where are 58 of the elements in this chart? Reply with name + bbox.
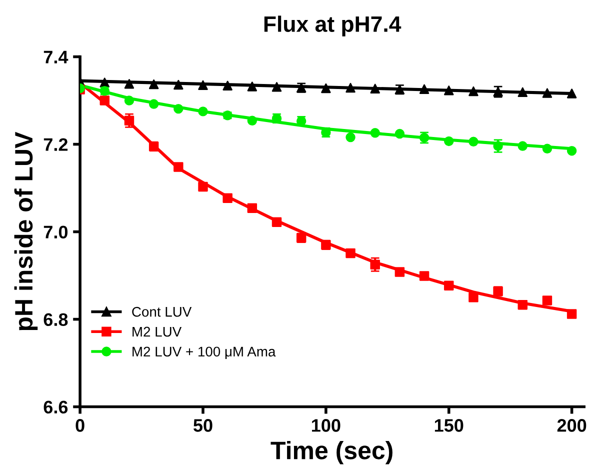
point [566,146,577,156]
chart-title: Flux at pH7.4 [264,16,402,36]
point [468,86,478,96]
point [124,79,134,89]
x-tick-label: 150 [434,419,464,432]
point [468,292,478,302]
legend-label: M2 LUV [132,326,182,337]
point [247,82,258,92]
point [542,296,552,306]
point [518,141,528,151]
legend-label: Cont LUV [132,306,192,317]
point [370,128,380,138]
point [198,80,208,90]
point [444,280,454,290]
point [148,79,159,90]
point [468,136,478,146]
point [444,86,454,96]
point [321,83,331,94]
x-tick-label: 100 [312,419,340,432]
point [566,309,577,319]
y-tick-label: 7.2 [44,138,68,151]
point [444,136,454,146]
point [370,84,380,94]
point [198,182,208,192]
point [542,88,552,98]
point [247,203,258,214]
point [542,144,552,154]
point [174,162,184,172]
point [419,84,430,94]
x-axis-title: Time (sec) [270,440,392,464]
point [394,267,405,277]
point [247,116,258,126]
x-tick-label: 200 [557,419,586,432]
point [272,217,282,228]
y-tick-label: 7.0 [44,226,68,238]
y-tick-label: 6.8 [44,313,68,326]
point [346,132,356,142]
point [174,104,184,114]
point [148,99,159,109]
x-tick-label: 0 [76,419,84,432]
point [518,87,528,98]
point [394,128,405,139]
y-tick-label: 7.4 [44,50,68,64]
point [346,82,356,93]
point [346,248,356,258]
point [222,80,232,90]
point [518,300,528,310]
legend-label: M2 LUV + 100 μM Ama [132,346,276,360]
point [100,96,110,106]
point [566,88,577,98]
point [419,271,430,281]
point [174,80,184,90]
y-axis-title: pH inside of LUV [14,132,38,330]
x-tick-label: 50 [194,419,212,432]
y-tick-label: 6.6 [44,400,68,414]
point [124,96,134,106]
point [272,82,282,92]
point [198,106,208,116]
